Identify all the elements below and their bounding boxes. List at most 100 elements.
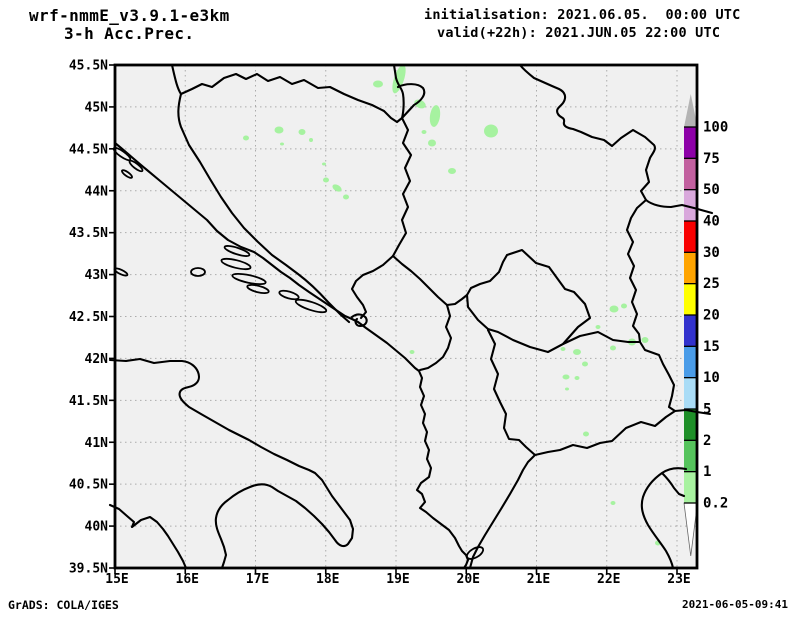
x-axis-label: 20E [457,572,480,587]
border-albania-greece [468,453,537,570]
precip-patch [573,349,581,355]
island-outline [231,272,267,286]
colorbar-segment [684,377,698,409]
coastline-italy-adriatic [108,357,355,570]
y-axis-label: 45.5N [69,59,108,74]
x-axis-label: 23E [667,572,690,587]
y-axis-label: 44N [85,184,109,199]
precip-patch [448,168,456,174]
colorbar-segment [684,346,698,378]
precip-patch [373,80,383,88]
colorbar-segment [684,408,698,441]
colorbar-labels: 100 75 50 40 30 25 20 15 10 5 2 1 0.2 [703,120,728,512]
precip-patch [562,374,570,380]
precip-patch [609,305,619,313]
y-axis-label: 41N [85,436,109,451]
country-borders [108,63,714,570]
island-outline [128,159,144,173]
y-axis-label: 43.5N [69,226,108,241]
border-bulgaria-greece [673,408,712,416]
precip-patch [343,194,349,200]
precip-patch [583,431,589,437]
x-axis-label: 22E [597,572,620,587]
border-montenegro-albania [418,303,453,372]
colorbar-segment [684,471,698,503]
x-axis-label: 21E [527,572,550,587]
precip-patch [610,345,616,351]
island-outline [220,257,252,271]
colorbar-label: 75 [703,151,720,167]
y-axis-label: 40.5N [69,478,108,493]
island-outline [465,546,485,560]
island-outline [121,169,133,179]
colorbar-label: 1 [703,464,711,480]
precipitation-patches [243,64,661,546]
colorbar-segment [684,127,698,159]
precip-patch [409,350,415,354]
render-timestamp: 2021-06-05-09:41 [682,598,788,611]
border-croatia-bosnia [177,92,351,324]
colorbar-over-arrow [684,94,698,127]
colorbar-segment [684,158,698,190]
colorbar-segment [684,314,698,347]
colorbar [683,94,698,557]
colorbar-segment [684,220,698,253]
precip-patch [322,162,326,166]
border-kosovo [465,248,592,354]
precip-patch [392,64,406,94]
product-title: 3-h Acc.Prec. [64,24,195,43]
precip-patch [428,139,436,147]
init-time-label: initialisation: 2021.06.05. 00:00 UTC [424,7,741,23]
precip-patch [595,325,601,329]
y-axis-label: 42.5N [69,310,108,325]
x-axis-label: 16E [176,572,199,587]
colorbar-label: 100 [703,120,728,136]
y-axis-label: 44.5N [69,142,108,157]
border-croatia-slovenia-sava-danube [170,63,426,124]
precip-patch [484,124,498,138]
colorbar-label: 50 [703,182,720,198]
precip-patch [621,303,627,309]
precip-patch [565,387,569,391]
model-title: wrf-nmmE_v3.9.1-e3km [29,6,230,25]
precip-patch [298,129,306,135]
coastline-kotor-bay [350,313,368,328]
axis-labels: 15E 16E 17E 18E 19E 20E 21E 22E 23E 45.5N 45N 44.5N… [69,59,691,588]
x-axis-label: 15E [105,572,128,587]
precip-patch [641,337,649,343]
island-outline [278,289,300,301]
precip-patch [429,105,441,127]
x-axis-label: 17E [246,572,269,587]
precip-patch [274,126,284,134]
precip-patch [243,135,249,141]
border-serbia-bulgaria [625,198,648,344]
y-axis-label: 42N [85,352,109,367]
valid-time-label: valid(+22h): 2021.JUN.05 22:00 UTC [437,25,721,41]
y-axis-label: 40N [85,520,109,535]
axis-ticks [109,64,678,574]
colorbar-segment [684,283,698,315]
colorbar-label: 0.2 [703,495,728,511]
coastline-italy-tyrrhenian [108,503,188,570]
colorbar-segment [684,440,698,472]
border-bosnia-serbia-drina [391,116,413,258]
colorbar-label: 40 [703,213,720,229]
precip-patch [582,361,588,367]
x-axis-label: 19E [386,572,409,587]
y-axis-label: 43N [85,268,109,283]
border-serbia-romania-danube [518,63,714,215]
coastline-greece-thessaloniki [640,467,688,570]
border-serbia-montenegro [391,254,469,307]
precip-patch [421,130,427,134]
precip-patch [280,142,284,146]
precip-patch [574,376,580,380]
colorbar-label: 10 [703,370,720,386]
y-axis-label: 45N [85,100,109,115]
coastline-adriatic-east [113,141,470,570]
island-outline [190,267,206,277]
precip-patch [323,177,329,183]
y-axis-label: 41.5N [69,394,108,409]
island-outline [246,284,270,294]
